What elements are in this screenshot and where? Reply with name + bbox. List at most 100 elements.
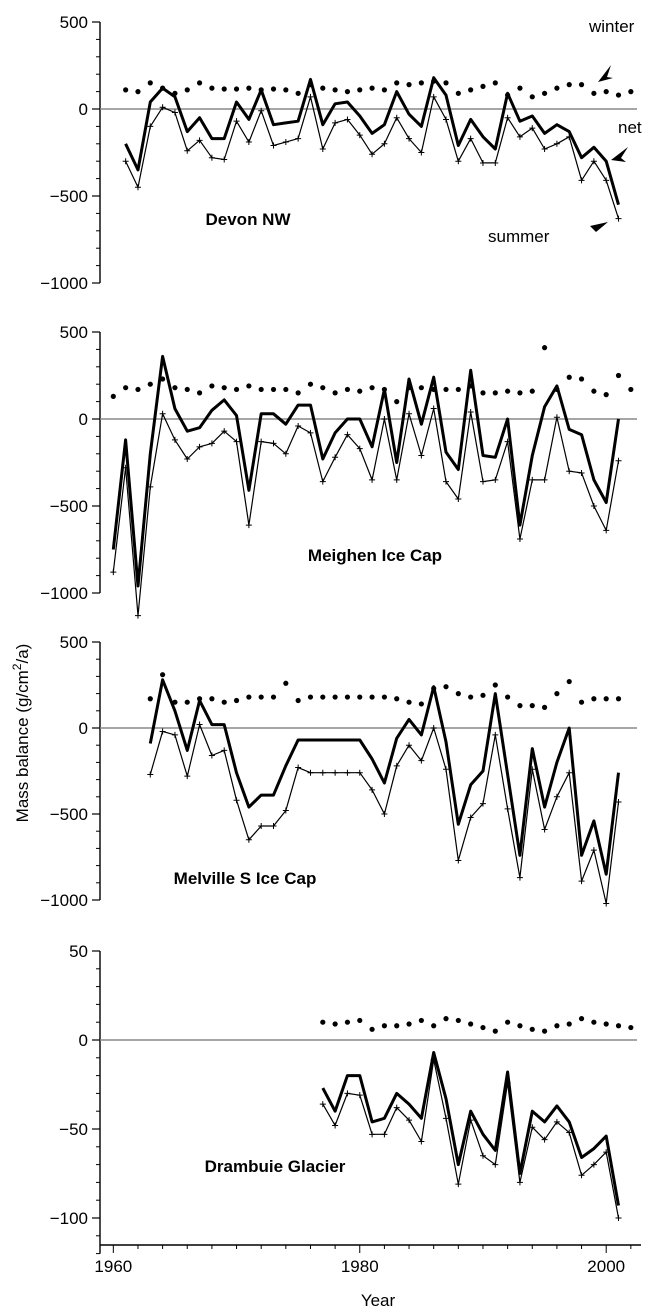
winter-point — [184, 87, 190, 93]
winter-point — [541, 1028, 548, 1034]
winter-point — [147, 696, 153, 702]
summer-point — [233, 438, 240, 445]
winter-point — [147, 381, 153, 387]
summer-point — [393, 476, 400, 483]
winter-point — [443, 80, 449, 86]
summer-point — [516, 133, 523, 140]
summer-point — [479, 478, 486, 485]
annotation-net: net — [618, 118, 642, 137]
winter-point — [529, 703, 535, 709]
summer-point — [455, 158, 462, 165]
summer-point — [270, 823, 277, 830]
winter-point — [320, 85, 326, 91]
summer-point — [196, 443, 203, 450]
winter-point — [394, 696, 400, 702]
y-tick-label: 500 — [60, 633, 88, 652]
summer-point — [307, 93, 314, 100]
winter-point — [418, 80, 424, 86]
winter-point — [406, 1021, 412, 1027]
winter-point — [135, 386, 141, 393]
winter-point — [233, 386, 240, 393]
winter-point — [135, 89, 141, 95]
summer-point — [356, 769, 363, 776]
winter-point — [357, 1017, 363, 1024]
summer-point — [122, 464, 129, 471]
summer-point — [516, 1179, 523, 1186]
summer-point — [258, 823, 265, 830]
series-winter — [320, 1016, 634, 1034]
summer-point — [159, 104, 166, 111]
net-line — [111, 354, 620, 588]
winter-point — [344, 694, 351, 700]
winter-point — [566, 1021, 572, 1027]
summer-point — [184, 456, 191, 463]
summer-point — [467, 135, 474, 142]
summer-point — [393, 114, 400, 121]
y-tick-label: 0 — [79, 719, 88, 738]
winter-point — [172, 385, 178, 391]
net-line — [321, 1051, 620, 1206]
winter-point — [492, 390, 498, 396]
winter-point — [455, 1017, 461, 1024]
summer-point — [245, 139, 252, 146]
summer-point — [381, 1131, 388, 1138]
panel-title: Melville S Ice Cap — [174, 869, 317, 888]
winter-point — [196, 80, 203, 86]
summer-point — [418, 149, 425, 156]
summer-point — [369, 786, 376, 793]
panel-4: 50 0 −50 −100 — [50, 942, 637, 1255]
summer-point — [566, 1129, 573, 1136]
winter-point — [455, 90, 461, 96]
winter-point — [283, 87, 289, 93]
winter-point — [529, 388, 535, 394]
summer-point — [221, 156, 228, 163]
x-tick-label: 2000 — [587, 1257, 625, 1276]
summer-point — [504, 438, 511, 445]
summer-point — [233, 118, 240, 125]
summer-point — [467, 409, 474, 416]
summer-point — [504, 805, 511, 812]
summer-point — [245, 836, 252, 843]
series-summer — [147, 721, 622, 907]
winter-point — [541, 704, 548, 710]
summer-point — [134, 612, 141, 619]
summer-point — [541, 476, 548, 483]
y-tick-label: 0 — [79, 1031, 88, 1050]
winter-point — [578, 699, 585, 705]
summer-point — [270, 142, 277, 149]
summer-point — [319, 478, 326, 485]
winter-point — [554, 1023, 560, 1029]
winter-point — [246, 694, 252, 700]
winter-point — [332, 694, 338, 700]
winter-point — [320, 385, 326, 391]
summer-point — [208, 752, 215, 759]
series-net — [148, 678, 620, 876]
winter-point — [418, 385, 424, 391]
summer-point — [504, 1079, 511, 1086]
summer-point — [615, 457, 622, 464]
summer-point — [208, 154, 215, 161]
winter-point — [320, 1019, 326, 1025]
summer-point — [541, 826, 548, 833]
summer-point — [184, 773, 191, 780]
summer-point — [171, 109, 178, 116]
summer-point — [110, 569, 117, 576]
panel-2: 500 0 −500 −1000 — [40, 323, 637, 619]
summer-point — [418, 1138, 425, 1145]
summer-point — [369, 1131, 376, 1138]
summer-point — [356, 132, 363, 139]
summer-point — [443, 766, 450, 773]
winter-point — [578, 376, 585, 382]
winter-point — [443, 386, 449, 393]
winter-point — [591, 90, 597, 96]
summer-point — [196, 721, 203, 728]
winter-point — [160, 672, 166, 678]
winter-point — [394, 399, 400, 405]
summer-point — [541, 146, 548, 153]
series-net — [124, 76, 620, 206]
y-tick-label: −500 — [50, 497, 88, 516]
summer-point — [171, 731, 178, 738]
winter-point — [480, 83, 486, 89]
winter-point — [517, 1023, 523, 1029]
